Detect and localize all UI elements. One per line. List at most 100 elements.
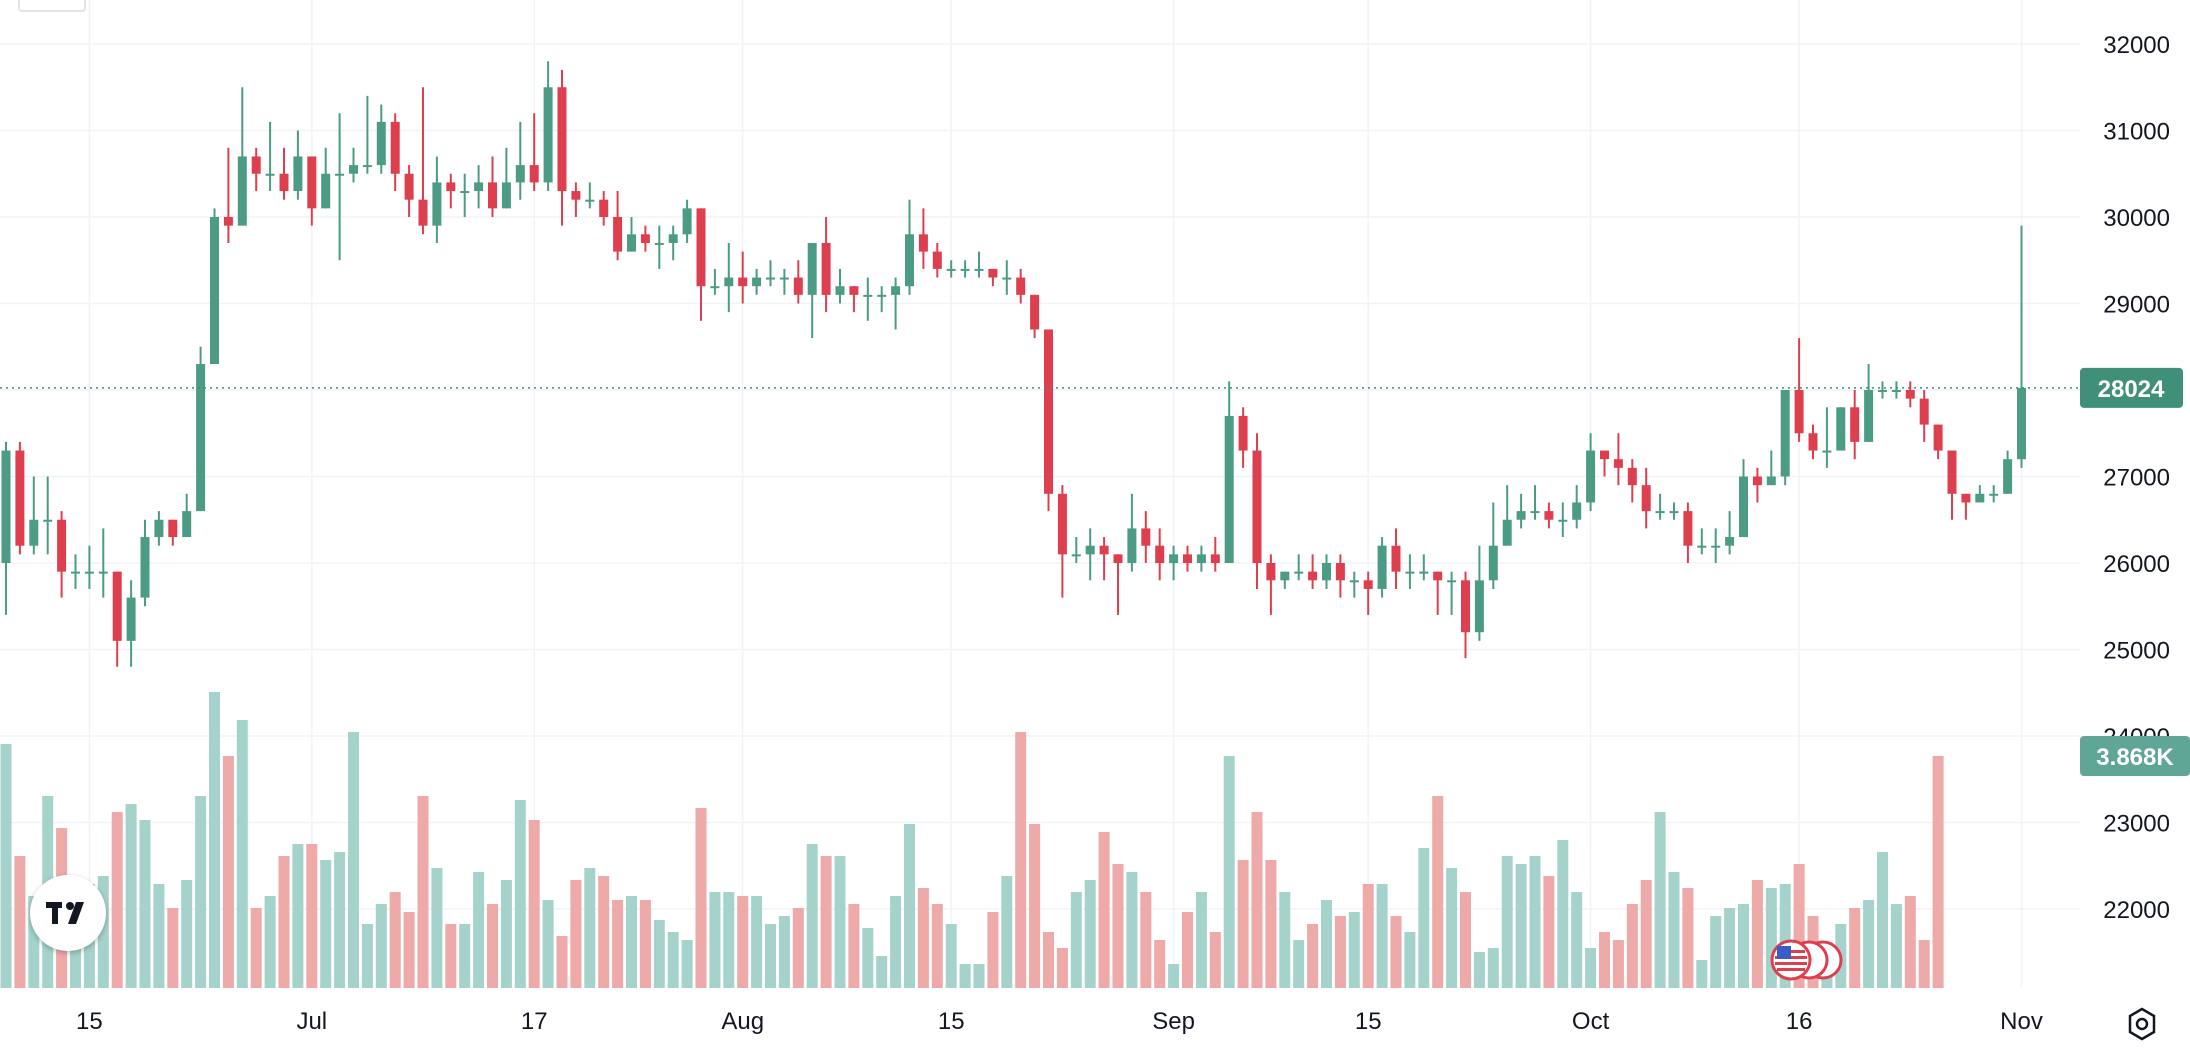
candle-body: [1613, 459, 1623, 468]
candle: [112, 571, 122, 667]
candle-body: [390, 121, 400, 174]
candle-body: [1057, 493, 1067, 555]
candle: [863, 277, 873, 321]
volume-bar: [751, 896, 763, 988]
candle-body: [543, 87, 553, 183]
candle-body: [223, 217, 233, 226]
price-tick-label: 23000: [2103, 811, 2170, 838]
candle: [29, 476, 39, 555]
price-tick-label: 30000: [2103, 205, 2170, 232]
volume-bar: [1557, 840, 1569, 988]
candle: [293, 130, 303, 200]
candle: [1919, 390, 1929, 442]
candle-body: [29, 519, 39, 546]
candle: [793, 260, 803, 304]
candle: [1405, 554, 1415, 589]
tradingview-logo[interactable]: [30, 875, 106, 951]
volume-bar: [1279, 892, 1291, 988]
candle-body: [1113, 554, 1123, 563]
volume-bar: [292, 844, 304, 988]
top-left-control[interactable]: [18, 0, 86, 12]
candle-body: [154, 519, 164, 538]
economic-events-icon[interactable]: [1765, 938, 1845, 982]
price-axis[interactable]: 3200031000300002900027000260002500024000…: [2103, 32, 2170, 924]
volume-bar: [459, 924, 471, 988]
candle: [696, 208, 706, 321]
volume-bar: [306, 844, 318, 988]
candle: [84, 545, 94, 589]
volume-bar: [1696, 960, 1708, 988]
volume-bar: [1432, 796, 1444, 988]
volume-bar: [375, 904, 387, 988]
candle: [877, 286, 887, 313]
candle-body: [974, 268, 984, 271]
candle-body: [1071, 554, 1081, 557]
candle-body: [640, 234, 650, 243]
candle: [1071, 537, 1081, 563]
candle: [1725, 511, 1735, 555]
candle-body: [1391, 545, 1401, 572]
candle: [251, 147, 261, 192]
candle: [571, 182, 581, 217]
candle: [1502, 485, 1512, 546]
candle: [599, 191, 609, 226]
candle: [237, 87, 247, 226]
candle: [1989, 485, 1999, 503]
volume-bar: [890, 896, 902, 988]
candle: [1808, 424, 1818, 460]
volume-bar: [820, 856, 832, 988]
candle-body: [738, 277, 748, 287]
candle: [710, 268, 720, 295]
volume-bar: [1084, 880, 1096, 988]
time-axis[interactable]: 15 Jul 17 Aug 15 Sep 15 Oct 16 Nov: [76, 1008, 2043, 1035]
volume-bar: [1070, 892, 1082, 988]
volume-bar: [334, 852, 346, 988]
candle: [1085, 528, 1095, 581]
volume-bar: [1237, 860, 1249, 988]
volume-bar: [389, 892, 401, 988]
time-tick-label: 15: [76, 1008, 103, 1035]
volume-bar: [1140, 892, 1152, 988]
candle-body: [1238, 415, 1248, 451]
candle-body: [1044, 329, 1053, 494]
volume-bar: [626, 896, 637, 988]
candle-body: [1210, 554, 1220, 563]
candle: [98, 528, 108, 598]
volume-bar: [1765, 888, 1777, 988]
candle-body: [668, 234, 678, 243]
settings-gear-icon[interactable]: [2124, 1006, 2160, 1042]
candle-body: [1641, 485, 1651, 512]
volume-bar: [1529, 856, 1541, 988]
candle-body: [307, 156, 317, 209]
candle: [2017, 225, 2026, 468]
volume-bar: [959, 964, 971, 988]
candle: [1766, 450, 1776, 486]
candle: [362, 95, 372, 174]
volume-bar: [445, 924, 457, 988]
candle-body: [1516, 511, 1526, 520]
candle: [1891, 381, 1901, 399]
volume-bar: [500, 880, 512, 988]
candle: [404, 165, 414, 217]
candle: [918, 208, 928, 269]
candle: [1433, 571, 1443, 615]
candle-body: [1405, 571, 1415, 574]
volume-bar: [1473, 952, 1485, 988]
candle-body: [724, 277, 734, 287]
volume-bar: [709, 892, 721, 988]
candle: [585, 182, 595, 209]
volume-bar: [1904, 896, 1916, 988]
volume-bar: [1446, 868, 1458, 988]
volume-bar: [1515, 864, 1527, 988]
candle-body: [71, 571, 80, 574]
volume-bar: [514, 800, 526, 988]
candle-body: [1363, 580, 1373, 589]
candle: [1169, 545, 1179, 581]
volume-bar: [167, 908, 179, 988]
volume-bar: [111, 812, 123, 988]
candle: [988, 268, 998, 287]
candle-body: [1196, 554, 1206, 563]
volume-bar: [695, 808, 707, 988]
candle: [349, 147, 358, 183]
